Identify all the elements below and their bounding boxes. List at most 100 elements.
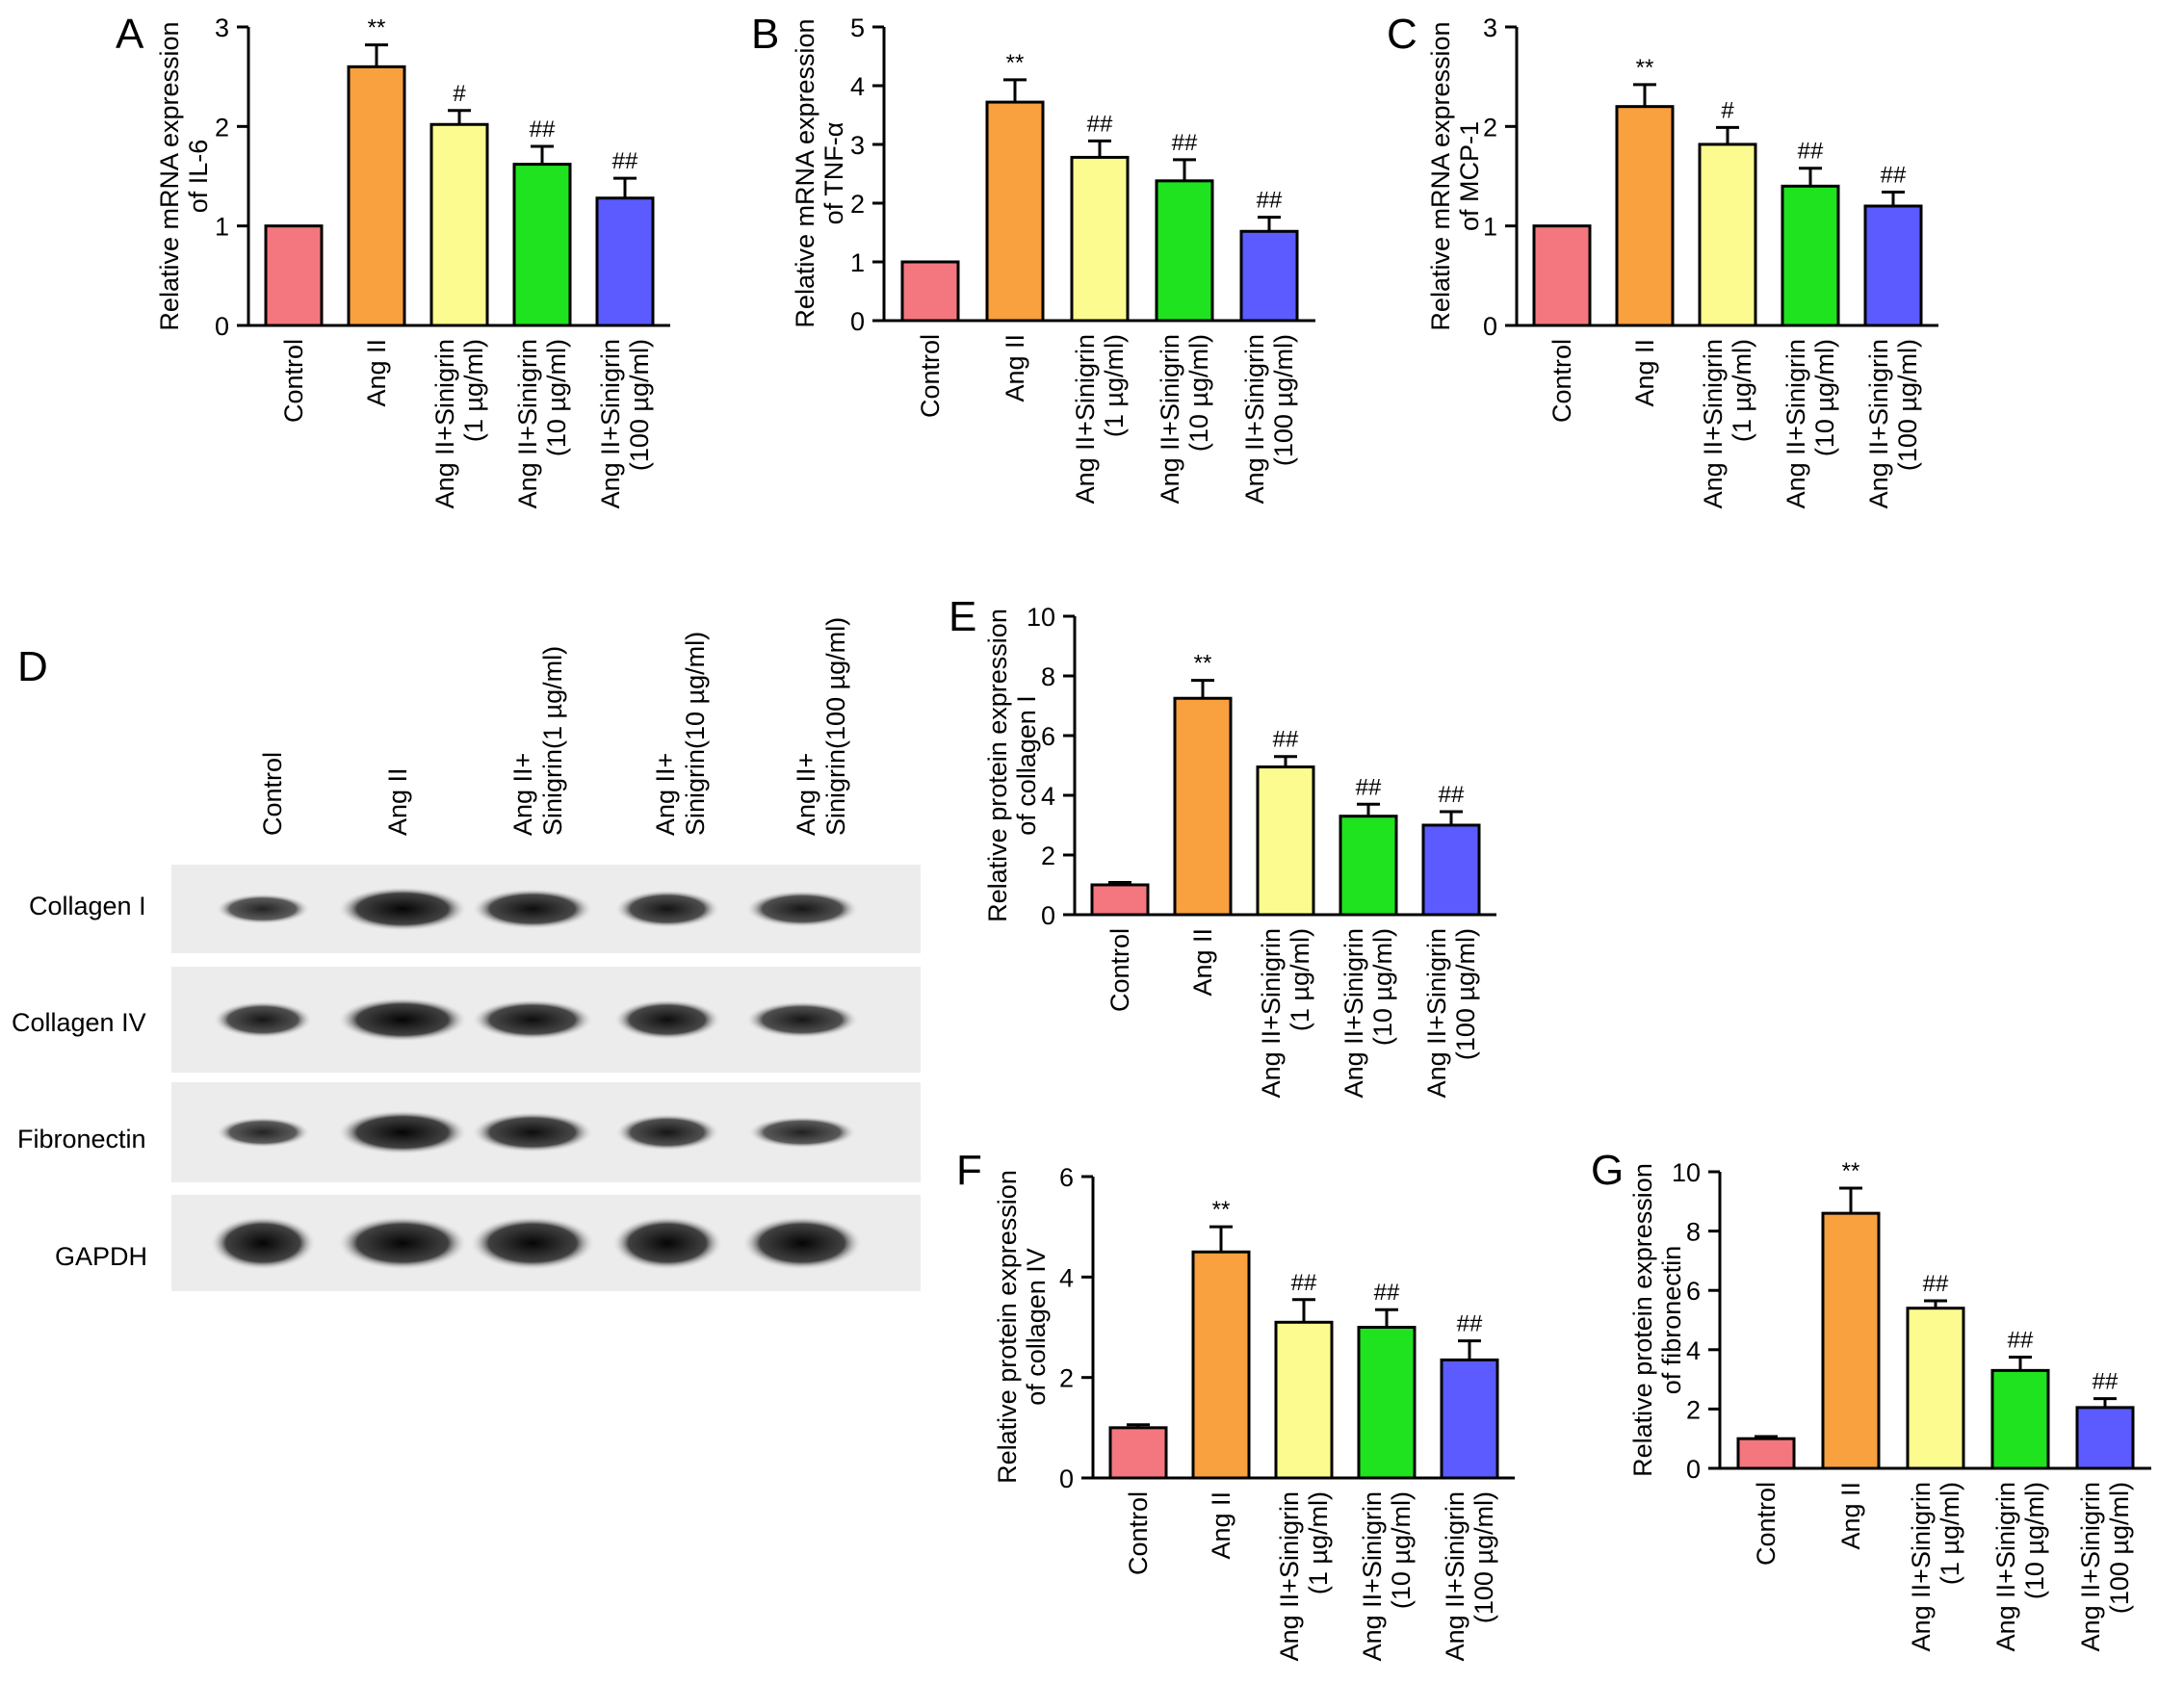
x-tick-label: (10 µg/ml) <box>1387 1491 1416 1609</box>
blot-band <box>337 887 468 931</box>
significance-mark: ** <box>1842 1158 1860 1184</box>
y-tick-label: 10 <box>1672 1158 1701 1187</box>
blot-band <box>471 888 594 930</box>
x-tick-label: Control <box>279 339 308 423</box>
bar <box>595 196 655 327</box>
bar <box>1108 1426 1168 1480</box>
x-tick-label: Ang II+Sinigrin <box>2076 1482 2105 1651</box>
blot-band <box>337 1216 468 1270</box>
y-tick-label: 0 <box>1686 1455 1701 1484</box>
y-tick-label: 6 <box>1059 1163 1074 1192</box>
x-tick-label: Control <box>1547 339 1576 423</box>
bar <box>1070 155 1130 323</box>
x-tick-label: (1 µg/ml) <box>1936 1482 1964 1585</box>
x-tick-label: (10 µg/ml) <box>2020 1482 2049 1599</box>
x-tick-label: Ang II+Sinigrin <box>1257 928 1286 1098</box>
y-tick-label: 3 <box>850 131 865 160</box>
y-axis-label: Relative protein expression <box>993 1170 1022 1484</box>
x-tick-label: (100 µg/ml) <box>1893 339 1922 471</box>
bar <box>2075 1406 2135 1470</box>
blot-lane-header-2: Ang II <box>383 767 412 836</box>
y-tick-label: 2 <box>1483 113 1497 142</box>
y-tick-label: 0 <box>1059 1464 1074 1493</box>
y-axis-label: of collagen IV <box>1022 1248 1051 1406</box>
blot-row <box>171 1082 921 1182</box>
x-tick-label: Ang II+Sinigrin <box>1699 339 1728 508</box>
blot-lane-header-5: Ang II+ Sinigrin(100 µg/ml) <box>792 616 851 836</box>
bar <box>1906 1307 1965 1470</box>
y-axis-label: Relative mRNA expression <box>791 18 819 327</box>
significance-mark: ## <box>1087 111 1113 137</box>
x-tick-label: Ang II+Sinigrin <box>1156 334 1184 504</box>
blot-band <box>614 1113 720 1152</box>
significance-mark: ## <box>530 117 556 142</box>
x-tick-label: (10 µg/ml) <box>542 339 571 456</box>
bar <box>1173 696 1233 917</box>
y-axis-label: of fibronectin <box>1657 1246 1686 1395</box>
x-tick-label: (1 µg/ml) <box>459 339 488 442</box>
significance-mark: ## <box>1273 727 1299 753</box>
blot-band <box>216 894 310 924</box>
significance-mark: ## <box>1172 130 1198 156</box>
blot-lane-header-3: Ang II+ Sinigrin(1 µg/ml) <box>508 645 568 836</box>
y-tick-label: 0 <box>1041 901 1055 930</box>
x-tick-label: Ang II <box>362 339 391 407</box>
significance-mark: # <box>453 81 466 107</box>
y-tick-label: 6 <box>1686 1277 1701 1306</box>
blot-row-label-collagen-i: Collagen I <box>29 892 146 920</box>
y-tick-label: 4 <box>1059 1263 1074 1292</box>
y-tick-label: 8 <box>1041 662 1055 691</box>
significance-mark: ** <box>1194 651 1212 677</box>
x-tick-label: Ang II+Sinigrin <box>1339 928 1368 1098</box>
y-axis-label: Relative mRNA expression <box>1426 21 1455 330</box>
x-tick-label: Control <box>1124 1491 1153 1575</box>
blot-band <box>213 1000 313 1039</box>
y-tick-label: 2 <box>1686 1395 1701 1424</box>
blot-row <box>171 1195 921 1291</box>
x-tick-label: (1 µg/ml) <box>1286 928 1314 1031</box>
bar <box>1191 1250 1251 1480</box>
significance-mark: ## <box>1457 1311 1483 1337</box>
y-tick-label: 0 <box>850 307 865 336</box>
blot-row-label-gapdh: GAPDH <box>55 1242 148 1271</box>
blot-band <box>210 1216 316 1270</box>
x-tick-label: Ang II+Sinigrin <box>430 339 459 508</box>
y-tick-label: 3 <box>215 13 229 42</box>
x-tick-label: (100 µg/ml) <box>1469 1491 1498 1623</box>
bar <box>1357 1326 1417 1480</box>
blot-band <box>337 1110 468 1154</box>
y-tick-label: 10 <box>1027 603 1055 632</box>
y-tick-label: 4 <box>1686 1336 1701 1365</box>
y-axis-label: Relative protein expression <box>1628 1163 1657 1477</box>
x-tick-label: Ang II <box>1836 1482 1865 1550</box>
chart-panel-b: B 0 1 2 3 4 5 Relative mRNA expression of TNF-α C… <box>751 11 1315 504</box>
significance-mark: ** <box>1006 50 1025 76</box>
significance-mark: ## <box>1291 1270 1317 1296</box>
blot-row <box>171 865 921 953</box>
x-tick-label: Ang II <box>1207 1491 1235 1560</box>
blot-band <box>747 1116 857 1149</box>
blot-row-label-fibronectin: Fibronectin <box>17 1125 146 1153</box>
y-tick-label: 0 <box>1483 312 1497 341</box>
x-tick-label: Control <box>1105 928 1134 1012</box>
x-tick-label: Ang II <box>1188 928 1217 997</box>
bar <box>985 100 1045 323</box>
chart-panel-c: C 0 1 2 3 Relative mRNA expression of MCP-1 Con… <box>1387 11 1938 508</box>
bar <box>1863 204 1923 327</box>
y-tick-label: 2 <box>1059 1364 1074 1393</box>
x-tick-label: Ang II+Sinigrin <box>1071 334 1100 504</box>
x-tick-label: (1 µg/ml) <box>1100 334 1129 437</box>
bar <box>1421 823 1481 917</box>
x-tick-label: (100 µg/ml) <box>1451 928 1480 1060</box>
x-tick-label: Ang II+Sinigrin <box>1441 1491 1469 1661</box>
bar <box>900 260 960 323</box>
y-axis-label: of TNF-α <box>819 122 848 225</box>
x-tick-label: (100 µg/ml) <box>2105 1482 2134 1614</box>
chart-panel-a: A 0 1 2 3 Relative mRNA expression of IL-6 Cont… <box>116 11 670 508</box>
y-tick-label: 2 <box>215 113 229 142</box>
y-axis-label: Relative protein expression <box>983 609 1012 922</box>
y-tick-label: 1 <box>215 213 229 242</box>
y-tick-label: 4 <box>1041 782 1055 811</box>
significance-mark: ## <box>1257 188 1283 214</box>
chart-panel-g: G 0 2 4 6 8 10 Relative protein expression of fi… <box>1591 1147 2151 1651</box>
